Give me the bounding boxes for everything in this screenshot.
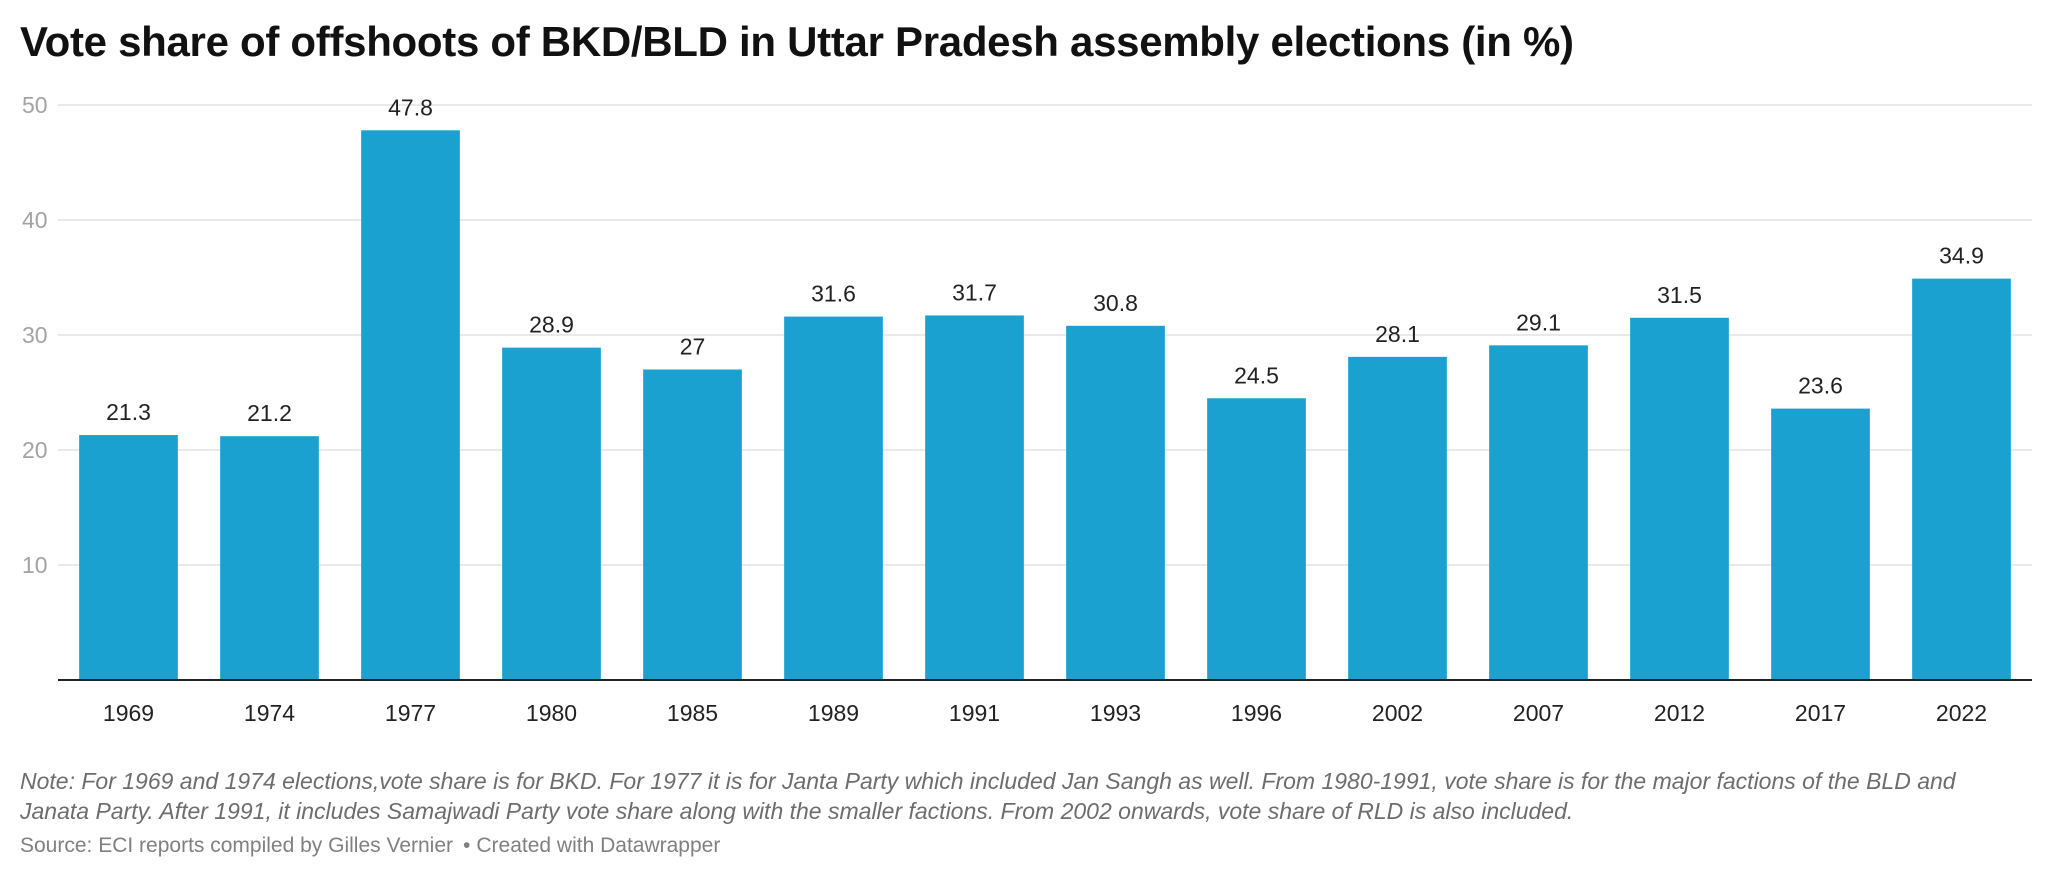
x-tick-label: 1985 <box>667 700 718 726</box>
x-tick-label: 1974 <box>244 700 295 726</box>
x-tick-label: 1989 <box>808 700 859 726</box>
bar-2022 <box>1912 278 2011 680</box>
x-tick-label: 1991 <box>949 700 1000 726</box>
bar-2002 <box>1348 356 1447 680</box>
bar-1974 <box>220 436 319 680</box>
source-separator: • <box>463 834 471 857</box>
value-label: 31.7 <box>952 279 997 305</box>
value-label: 24.5 <box>1234 362 1279 388</box>
bar-1989 <box>784 316 883 680</box>
x-tick-label: 2017 <box>1795 700 1846 726</box>
value-label: 34.9 <box>1939 243 1984 269</box>
value-label: 29.1 <box>1516 309 1561 335</box>
x-tick-label: 1996 <box>1231 700 1282 726</box>
gridlines <box>58 104 2032 566</box>
y-tick-label: 10 <box>22 552 48 578</box>
credit-text: Created with Datawrapper <box>476 834 721 857</box>
chart-source: Source: ECI reports compiled by Gilles V… <box>20 834 720 858</box>
x-tick-label: 1980 <box>526 700 577 726</box>
value-label: 27 <box>680 334 706 360</box>
bar-1991 <box>925 315 1024 680</box>
bar-2007 <box>1489 345 1588 680</box>
x-tick-label: 2012 <box>1654 700 1705 726</box>
value-label: 28.9 <box>529 312 574 338</box>
bars <box>79 130 2011 681</box>
x-tick-label: 2022 <box>1936 700 1987 726</box>
bar-1996 <box>1207 398 1306 680</box>
x-tick-label: 1977 <box>385 700 436 726</box>
bar-1980 <box>502 347 601 680</box>
value-label: 30.8 <box>1093 290 1138 316</box>
y-tick-label: 40 <box>22 207 48 233</box>
value-label: 31.5 <box>1657 282 1702 308</box>
bar-chart: 10 20 30 40 50 21.3 21.2 47.8 28.9 27 31.6 31.7 30.… <box>22 92 2032 726</box>
value-labels: 21.3 21.2 47.8 28.9 27 31.6 31.7 30.8 24.5 28.1 29… <box>106 94 1984 426</box>
x-tick-label: 1993 <box>1090 700 1141 726</box>
chart-title: Vote share of offshoots of BKD/BLD in Ut… <box>20 18 1574 65</box>
bar-1985 <box>643 369 742 680</box>
source-text: Source: ECI reports compiled by Gilles V… <box>20 834 454 857</box>
y-tick-label: 50 <box>22 92 48 118</box>
y-tick-label: 20 <box>22 437 48 463</box>
bar-1993 <box>1066 325 1165 680</box>
y-tick-label: 30 <box>22 322 48 348</box>
bar-2017 <box>1771 408 1870 680</box>
bar-2012 <box>1630 317 1729 680</box>
chart-note: Note: For 1969 and 1974 elections,vote s… <box>20 768 1956 824</box>
x-tick-label: 2007 <box>1513 700 1564 726</box>
value-label: 31.6 <box>811 281 856 307</box>
y-axis-ticks: 10 20 30 40 50 <box>22 92 48 578</box>
bar-1969 <box>79 435 178 680</box>
x-axis-ticks: 1969 1974 1977 1980 1985 1989 1991 1993 1996 2002… <box>103 700 1987 726</box>
value-label: 28.1 <box>1375 321 1420 347</box>
value-label: 21.3 <box>106 399 151 425</box>
x-tick-label: 1969 <box>103 700 154 726</box>
value-label: 23.6 <box>1798 373 1843 399</box>
value-label: 47.8 <box>388 94 433 120</box>
x-tick-label: 2002 <box>1372 700 1423 726</box>
bar-1977 <box>361 130 460 681</box>
value-label: 21.2 <box>247 400 292 426</box>
